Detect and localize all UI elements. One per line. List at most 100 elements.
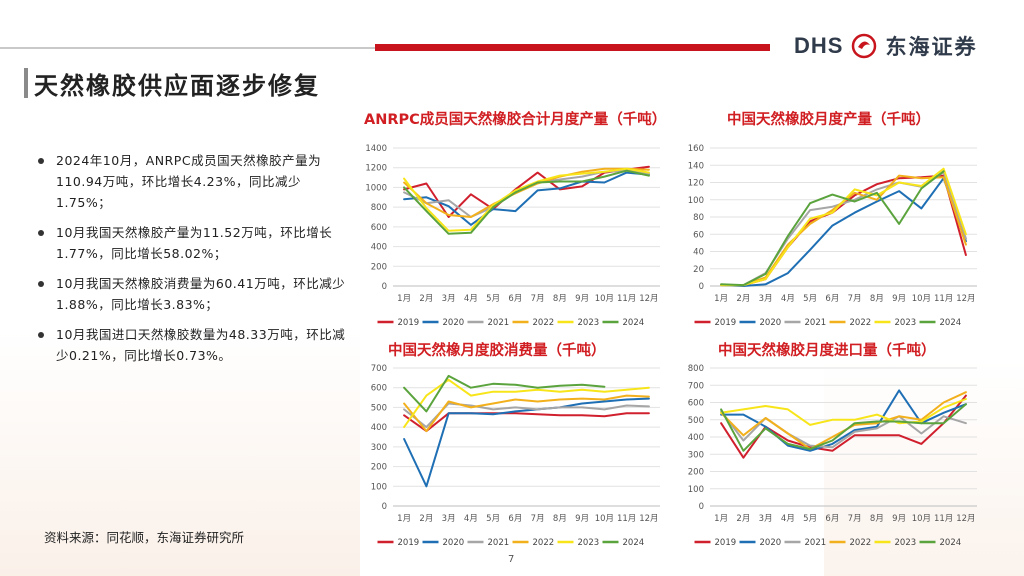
series-line-2020 xyxy=(403,171,650,226)
chart-title-anrpc: ANRPC成员国天然橡胶合计月度产量（千吨） xyxy=(364,112,667,128)
x-tick-label: 3月 xyxy=(442,514,456,524)
x-tick-label: 12月 xyxy=(956,294,975,304)
chart-china-import: 0 100 200 300 400 500 600 700 800 1月 2月 3月 4月 5月 6月 7月 8… xyxy=(688,364,977,548)
x-tick-label: 7月 xyxy=(531,294,545,304)
x-tick-label: 10月 xyxy=(912,294,931,304)
y-tick-label: 700 xyxy=(688,381,704,391)
y-tick-label: 140 xyxy=(688,161,704,171)
company-logo: DHS 东海证券 xyxy=(794,30,977,62)
x-tick-label: 4月 xyxy=(781,514,795,524)
y-tick-label: 80 xyxy=(693,213,704,223)
y-tick-label: 100 xyxy=(688,485,704,495)
legend-label-2019: 2019 xyxy=(398,538,420,548)
legend-label-2020: 2020 xyxy=(760,538,782,548)
x-tick-label: 6月 xyxy=(508,514,522,524)
y-tick-label: 1400 xyxy=(365,144,387,154)
x-tick-label: 4月 xyxy=(464,294,478,304)
legend-label-2020: 2020 xyxy=(443,318,465,328)
legend-label-2022: 2022 xyxy=(533,318,555,328)
title-accent-bar xyxy=(24,68,28,98)
y-tick-label: 500 xyxy=(371,403,387,413)
x-tick-label: 1月 xyxy=(714,294,728,304)
series-line-2020 xyxy=(720,177,967,287)
legend-label-2019: 2019 xyxy=(715,318,737,328)
y-tick-label: 200 xyxy=(371,262,387,272)
series-line-2020 xyxy=(720,389,967,452)
page-title: 天然橡胶供应面逐步修复 xyxy=(34,71,320,100)
x-tick-label: 11月 xyxy=(934,294,953,304)
y-tick-label: 600 xyxy=(371,223,387,233)
series-line-2023 xyxy=(720,398,967,426)
x-tick-label: 3月 xyxy=(442,294,456,304)
legend-label-2022: 2022 xyxy=(533,538,555,548)
legend-label-2021: 2021 xyxy=(805,538,827,548)
background-decoration xyxy=(0,330,360,576)
series-line-2024 xyxy=(720,403,967,452)
legend-label-2023: 2023 xyxy=(578,318,600,328)
y-tick-label: 100 xyxy=(688,196,704,206)
legend-label-2023: 2023 xyxy=(895,318,917,328)
x-tick-label: 6月 xyxy=(825,514,839,524)
x-tick-label: 10月 xyxy=(595,514,614,524)
legend-label-2024: 2024 xyxy=(623,538,645,548)
logo-latin: DHS xyxy=(794,33,844,58)
series-line-2024 xyxy=(403,374,606,413)
background-decoration-right xyxy=(824,360,1024,576)
y-tick-label: 600 xyxy=(371,384,387,394)
y-tick-label: 1200 xyxy=(365,164,387,174)
legend-label-2020: 2020 xyxy=(443,538,465,548)
y-tick-label: 400 xyxy=(371,243,387,253)
dragon-emblem-icon xyxy=(852,33,877,59)
y-tick-label: 800 xyxy=(688,364,704,374)
bullet-item: 10月我国进口天然橡胶数量为48.33万吨，环比减少0.21%，同比增长0.73… xyxy=(36,324,356,366)
x-tick-label: 8月 xyxy=(870,294,884,304)
y-tick-label: 120 xyxy=(688,179,704,189)
x-tick-label: 5月 xyxy=(486,294,500,304)
x-tick-label: 9月 xyxy=(575,514,589,524)
legend-label-2020: 2020 xyxy=(760,318,782,328)
series-line-2024 xyxy=(403,169,650,235)
x-tick-label: 12月 xyxy=(956,514,975,524)
legend-label-2023: 2023 xyxy=(895,538,917,548)
summary-bullets: 2024年10月，ANRPC成员国天然橡胶产量为110.94万吨，环比增长4.2… xyxy=(36,150,356,375)
legend-label-2021: 2021 xyxy=(805,318,827,328)
bullet-item: 2024年10月，ANRPC成员国天然橡胶产量为110.94万吨，环比增长4.2… xyxy=(36,150,356,213)
x-tick-label: 7月 xyxy=(531,514,545,524)
y-tick-label: 60 xyxy=(693,230,704,240)
series-line-2023 xyxy=(720,167,967,287)
series-line-2024 xyxy=(720,170,945,287)
legend-label-2019: 2019 xyxy=(398,318,420,328)
x-tick-label: 12月 xyxy=(639,514,658,524)
y-tick-label: 0 xyxy=(699,282,704,292)
x-tick-label: 11月 xyxy=(934,514,953,524)
x-tick-label: 5月 xyxy=(803,514,817,524)
x-tick-label: 2月 xyxy=(736,294,750,304)
legend-label-2024: 2024 xyxy=(623,318,645,328)
x-tick-label: 4月 xyxy=(464,514,478,524)
x-tick-label: 12月 xyxy=(639,294,658,304)
y-tick-label: 20 xyxy=(693,265,704,275)
x-tick-label: 2月 xyxy=(419,514,433,524)
series-line-2022 xyxy=(403,394,650,433)
x-tick-label: 10月 xyxy=(595,294,614,304)
chart-title-china-consumption: 中国天然橡月度胶消费量（千吨） xyxy=(388,343,606,359)
chart-anrpc-production: 0 200 400 600 800 1000 1200 1400 1月 2月 3月 4月 5月 6月 7月 8… xyxy=(365,144,660,328)
y-tick-label: 600 xyxy=(688,399,704,409)
x-tick-label: 9月 xyxy=(892,514,906,524)
x-tick-label: 10月 xyxy=(912,514,931,524)
logo-chinese: 东海证券 xyxy=(885,35,978,59)
series-line-2022 xyxy=(403,167,650,218)
y-tick-label: 160 xyxy=(688,144,704,154)
y-tick-label: 800 xyxy=(371,203,387,213)
y-tick-label: 1000 xyxy=(365,183,387,193)
x-tick-label: 8月 xyxy=(870,514,884,524)
x-tick-label: 5月 xyxy=(486,514,500,524)
chart-title-china-import: 中国天然橡胶月度进口量（千吨） xyxy=(718,343,936,359)
data-source: 资料来源：同花顺，东海证券研究所 xyxy=(44,530,245,545)
y-tick-label: 300 xyxy=(371,443,387,453)
x-tick-label: 4月 xyxy=(781,294,795,304)
y-tick-label: 0 xyxy=(699,502,704,512)
series-line-2019 xyxy=(403,412,650,433)
legend-label-2024: 2024 xyxy=(940,318,962,328)
legend-label-2023: 2023 xyxy=(578,538,600,548)
